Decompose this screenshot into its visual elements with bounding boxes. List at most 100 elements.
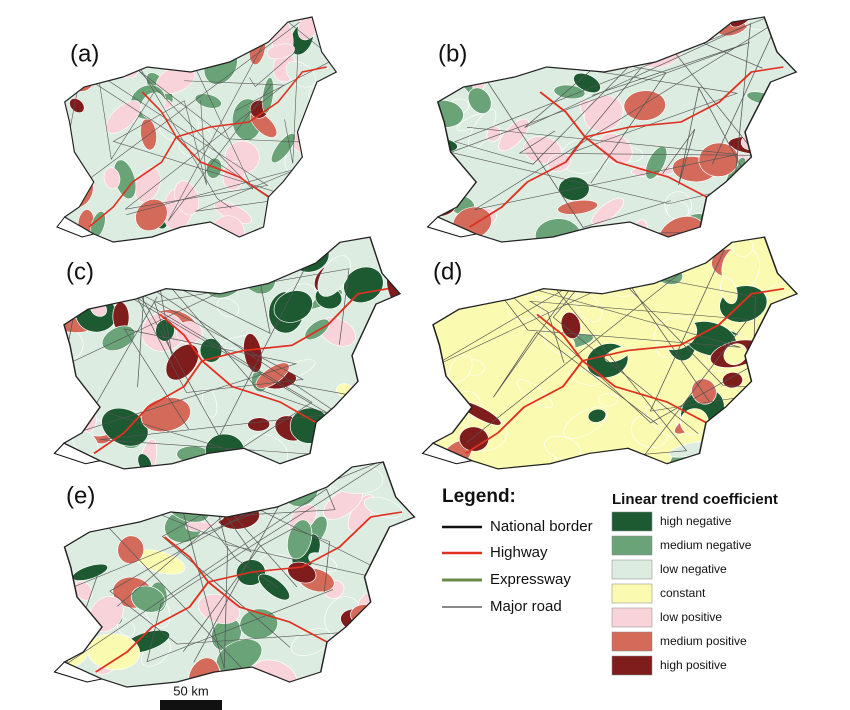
map-panel [56,16,338,243]
regions [64,17,337,242]
national-border [431,236,799,470]
municipality [332,661,369,680]
municipality [64,174,87,204]
legend-item: National border [490,518,593,535]
regions [64,237,401,469]
municipality [544,435,581,461]
highway [93,287,389,455]
municipality [255,362,290,389]
municipality [312,166,331,180]
scale-bar [160,700,222,710]
municipality [184,57,197,72]
municipality [216,297,240,318]
municipality [720,277,738,305]
municipality [98,477,117,498]
major-road [133,290,305,393]
municipality [371,426,401,466]
scale-label: 50 km [173,683,208,698]
class-label: medium positive [660,634,747,648]
class-swatch [611,607,653,628]
municipality [217,474,262,492]
panel-label: (d) [433,258,462,285]
class-label: low negative [660,562,727,576]
municipality [157,18,185,48]
municipality [194,93,222,109]
municipality [130,585,166,613]
municipality [379,322,400,348]
legend-item: Highway [490,544,548,561]
municipality [748,161,787,191]
regions [64,462,415,687]
municipality [190,37,209,63]
municipality [500,40,532,60]
legend-title: Legend: [442,486,516,507]
major-road [249,48,299,164]
municipality [567,368,601,386]
municipality [103,167,121,190]
municipality [774,383,797,419]
municipality [477,17,508,43]
municipality [772,148,797,175]
municipality [573,72,601,93]
municipality [115,491,136,507]
highway [469,66,784,228]
legend-item: Expressway [490,571,571,588]
municipality [192,469,217,484]
municipality [728,441,752,466]
regions [437,17,797,242]
major-road [116,477,291,648]
major-road [79,296,298,433]
class-label: low positive [660,610,722,624]
class-swatch [611,583,653,604]
municipality [64,605,78,644]
municipality [467,87,492,114]
municipality [437,116,440,145]
municipality [507,29,545,59]
class-swatch [611,511,653,532]
municipality [199,338,223,363]
municipality [268,463,293,488]
municipality [317,255,351,297]
municipality [458,426,490,452]
major-road [466,19,780,210]
panel-label: (e) [66,482,95,509]
municipality [210,27,236,43]
municipality [202,388,218,418]
municipality [591,197,625,225]
panel-label: (b) [438,40,467,67]
municipality [285,188,321,233]
municipality [89,19,117,41]
classes-title: Linear trend coefficient [612,491,778,508]
municipality [266,43,295,60]
class-swatch [611,535,653,556]
class-legend: high negative medium negative low negative… [611,511,752,676]
municipality [285,197,322,236]
class-swatch [611,631,653,652]
municipality [174,180,200,216]
class-swatch [611,559,653,580]
municipality [432,333,434,364]
municipality [523,257,564,290]
municipality [722,371,744,389]
municipality [553,17,586,27]
municipality [98,17,124,33]
class-label: constant [660,586,706,600]
class-label: medium negative [660,538,752,552]
municipality [623,90,667,121]
municipality [117,535,145,564]
municipality [771,436,797,465]
major-road [528,300,749,464]
national-border [62,236,402,470]
major-road [167,17,335,222]
class-label: high negative [660,514,732,528]
municipality [390,471,415,485]
municipality [105,100,142,134]
municipality [69,98,85,113]
national-border [63,461,416,688]
class-label: high positive [660,658,727,672]
municipality [168,33,193,68]
major-road [182,528,330,652]
map-panel [53,236,402,470]
municipality [247,417,271,432]
